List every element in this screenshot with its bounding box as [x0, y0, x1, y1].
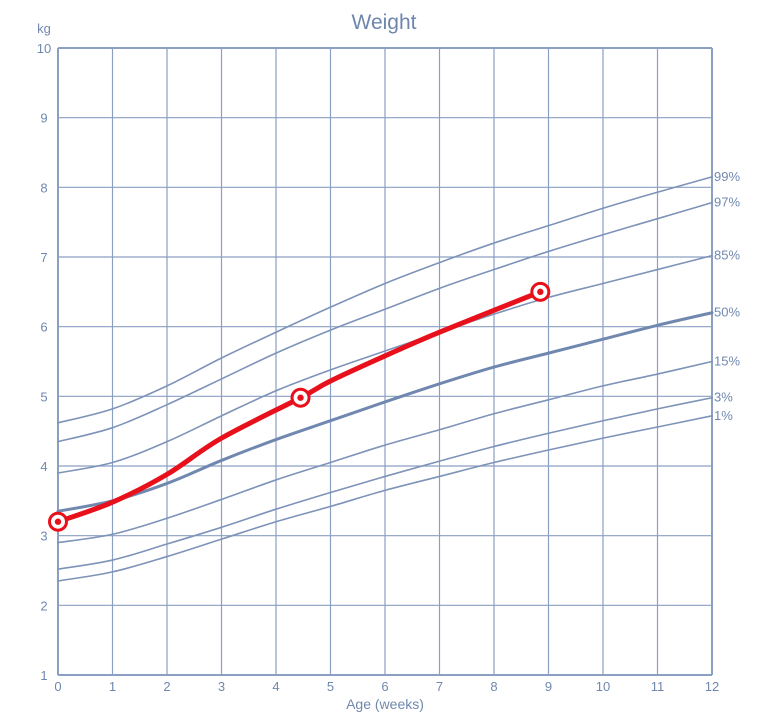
percentile-label: 99% — [714, 169, 740, 184]
measured-point-center — [54, 518, 62, 525]
x-tick-label: 12 — [705, 679, 719, 694]
y-tick-label: 2 — [40, 598, 47, 613]
percentile-1-line — [57, 415, 713, 582]
percentile-curves: 99% 97% 85% 50% 15% 3% 1% — [56, 169, 740, 582]
percentile-label: 1% — [714, 408, 733, 423]
percentile-label: 85% — [714, 248, 740, 263]
y-tick-label: 8 — [40, 180, 47, 195]
y-axis-unit: kg — [37, 21, 51, 36]
x-tick-label: 9 — [545, 679, 552, 694]
x-axis-label: Age (weeks) — [346, 696, 424, 712]
measured-point-center — [297, 394, 304, 401]
y-tick-label: 7 — [40, 250, 47, 265]
y-tick-label: 9 — [40, 111, 47, 126]
percentile-50-line — [56, 311, 714, 513]
percentile-label: 15% — [714, 354, 740, 369]
x-tick-label: 5 — [327, 679, 334, 694]
x-tick-label: 4 — [272, 679, 279, 694]
x-tick-label: 1 — [109, 679, 116, 694]
measured-weight-series — [48, 281, 551, 532]
x-tick-label: 8 — [490, 679, 497, 694]
percentile-97-line — [57, 201, 713, 443]
percentile-label: 97% — [714, 195, 740, 210]
x-tick-label: 2 — [163, 679, 170, 694]
percentile-99-line — [57, 176, 713, 424]
y-tick-label: 6 — [40, 320, 47, 335]
chart-title: Weight — [352, 11, 417, 34]
percentile-label: 50% — [714, 305, 740, 320]
y-tick-label: 1 — [40, 668, 47, 683]
grid — [57, 47, 713, 676]
percentile-3-line — [57, 396, 713, 570]
measured-point-center — [537, 288, 544, 296]
y-axis-ticks: 1 2 3 4 5 6 7 8 9 10 — [37, 41, 51, 683]
x-tick-label: 10 — [596, 679, 610, 694]
y-tick-label: 10 — [37, 41, 51, 56]
x-axis-ticks: 0 1 2 3 4 5 6 7 8 9 10 11 12 — [54, 679, 719, 694]
y-tick-label: 3 — [40, 529, 47, 544]
percentile-label: 3% — [714, 390, 733, 405]
x-tick-label: 11 — [651, 679, 665, 694]
x-tick-label: 7 — [436, 679, 443, 694]
x-tick-label: 3 — [218, 679, 225, 694]
percentile-85-line — [57, 254, 713, 474]
x-tick-label: 6 — [381, 679, 388, 694]
y-tick-label: 4 — [40, 459, 47, 474]
percentile-15-line — [57, 360, 713, 544]
y-tick-label: 5 — [40, 389, 47, 404]
x-tick-label: 0 — [54, 679, 61, 694]
